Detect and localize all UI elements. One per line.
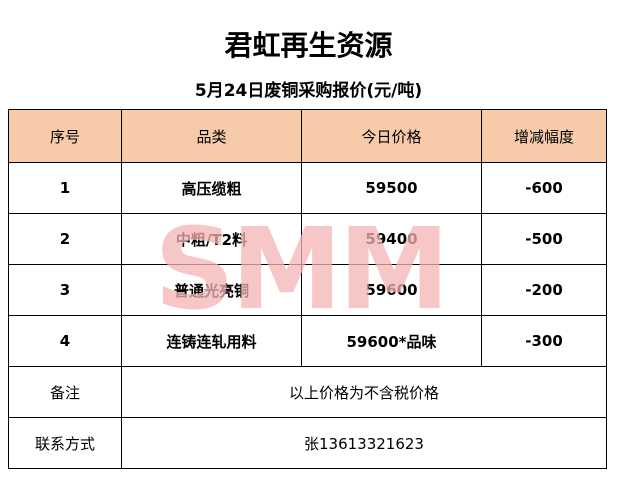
price-table: 序号 品类 今日价格 增减幅度 1 高压缆粗 59500 -600 2 中粗/T…: [8, 109, 607, 469]
row-change: -300: [481, 315, 607, 367]
table-row: 4 连铸连轧用料 59600*品味 -300: [8, 315, 607, 367]
row-price: 59600*品味: [301, 315, 482, 367]
row-category: 高压缆粗: [121, 162, 302, 214]
row-change: -500: [481, 213, 607, 265]
row-category: 中粗/T2料: [121, 213, 302, 265]
table-row: 1 高压缆粗 59500 -600: [8, 162, 607, 214]
row-no: 1: [8, 162, 122, 214]
row-price: 59400: [301, 213, 482, 265]
header-change: 增减幅度: [481, 109, 607, 163]
header-price: 今日价格: [301, 109, 482, 163]
row-category: 普通光亮铜: [121, 264, 302, 316]
note-row: 备注 以上价格为不含税价格: [8, 366, 607, 418]
header-category: 品类: [121, 109, 302, 163]
row-no: 3: [8, 264, 122, 316]
row-price: 59500: [301, 162, 482, 214]
table-row: 3 普通光亮铜 59600 -200: [8, 264, 607, 316]
row-category: 连铸连轧用料: [121, 315, 302, 367]
note-label: 备注: [8, 366, 122, 418]
row-change: -600: [481, 162, 607, 214]
contact-row: 联系方式 张13613321623: [8, 417, 607, 469]
page-subtitle: 5月24日废铜采购报价(元/吨): [194, 81, 423, 101]
note-value: 以上价格为不含税价格: [121, 366, 607, 418]
row-no: 2: [8, 213, 122, 265]
table-row: 2 中粗/T2料 59400 -500: [8, 213, 607, 265]
page-title: 君虹再生资源: [224, 29, 393, 62]
table-header-row: 序号 品类 今日价格 增减幅度: [8, 109, 607, 163]
row-price: 59600: [301, 264, 482, 316]
header-no: 序号: [8, 109, 122, 163]
row-no: 4: [8, 315, 122, 367]
contact-label: 联系方式: [8, 417, 122, 469]
row-change: -200: [481, 264, 607, 316]
contact-value: 张13613321623: [121, 417, 607, 469]
